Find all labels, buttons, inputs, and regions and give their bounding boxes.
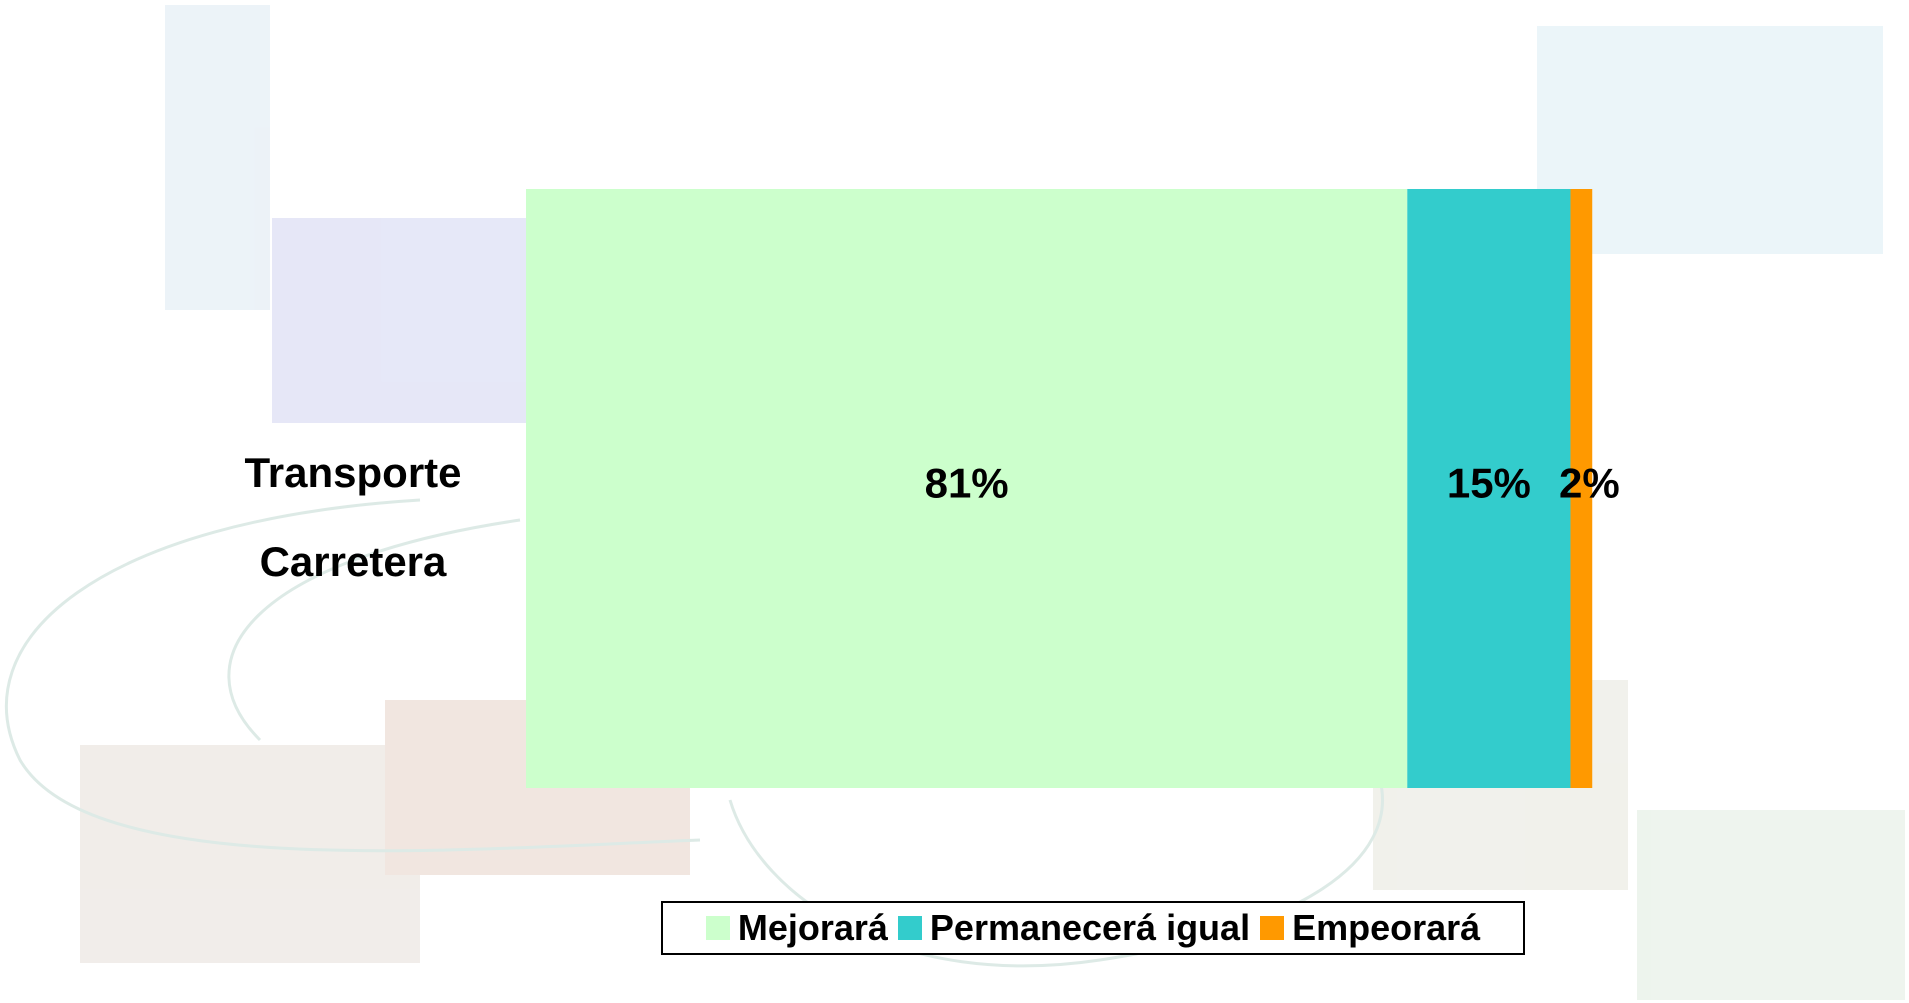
legend-swatch xyxy=(1260,916,1285,940)
bar-segment xyxy=(1570,189,1593,788)
legend-label: Empeorará xyxy=(1292,907,1481,948)
data-label: 15% xyxy=(1447,460,1531,507)
legend-label: Mejorará xyxy=(737,907,888,948)
bar-segment xyxy=(526,189,1408,788)
legend-swatch xyxy=(897,916,922,940)
data-label: 81% xyxy=(925,460,1009,507)
legend-item: Empeorará xyxy=(1260,907,1480,949)
legend-item: Mejorará xyxy=(705,907,888,949)
legend: Mejorará Permanecerá igual Empeorará xyxy=(661,901,1525,955)
category-label: Transporte Carretera xyxy=(244,449,462,585)
legend-item: Permanecerá igual xyxy=(897,907,1251,949)
data-label: 2% xyxy=(1559,460,1620,507)
legend-swatch xyxy=(705,916,730,940)
bar-segment xyxy=(1407,189,1571,788)
legend-label: Permanecerá igual xyxy=(929,907,1251,948)
